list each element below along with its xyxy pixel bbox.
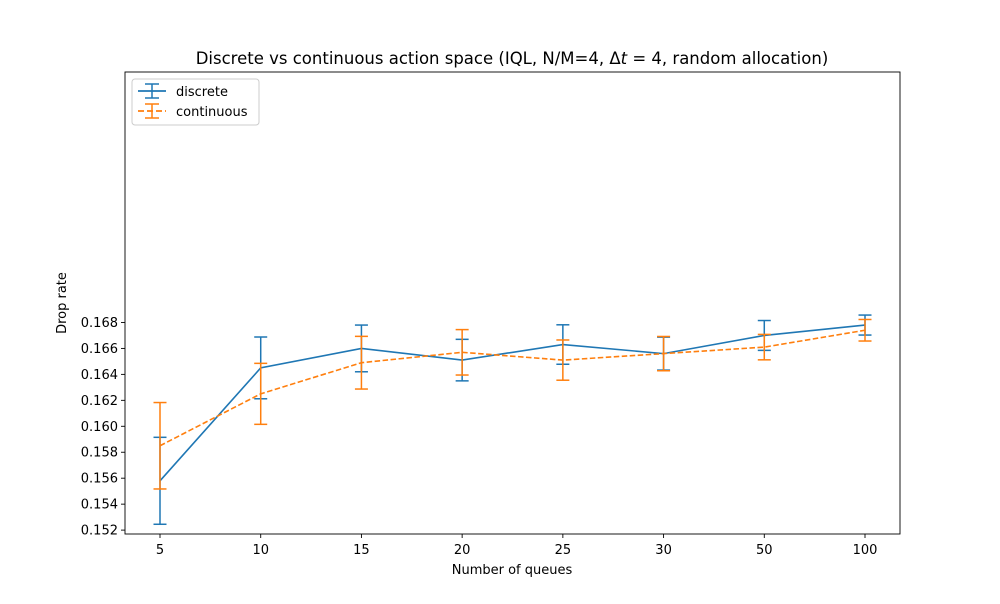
x-tick-label: 10 <box>252 543 269 558</box>
x-axis-label: Number of queues <box>452 563 573 578</box>
y-tick-label: 0.152 <box>81 524 118 539</box>
y-tick-label: 0.168 <box>81 316 118 331</box>
x-tick-label: 30 <box>655 543 672 558</box>
x-tick-label: 5 <box>156 543 164 558</box>
y-tick-label: 0.154 <box>81 498 118 513</box>
legend-item-discrete: discrete <box>138 84 228 100</box>
y-tick-label: 0.164 <box>81 368 118 383</box>
x-tick-label: 20 <box>454 543 471 558</box>
y-axis-label: Drop rate <box>55 272 70 334</box>
y-tick-label: 0.158 <box>81 446 118 461</box>
x-tick-label: 25 <box>555 543 572 558</box>
legend: discrete continuous <box>132 79 259 125</box>
chart-title: Discrete vs continuous action space (IQL… <box>196 49 829 68</box>
x-tick-label: 15 <box>353 543 370 558</box>
x-tick-label: 50 <box>756 543 773 558</box>
y-tick-label: 0.160 <box>81 420 118 435</box>
y-tick-label: 0.156 <box>81 472 118 487</box>
legend-label-continuous: continuous <box>176 105 248 120</box>
legend-label-discrete: discrete <box>176 85 228 100</box>
y-tick-label: 0.166 <box>81 342 118 357</box>
x-tick-label: 100 <box>853 543 878 558</box>
y-tick-label: 0.162 <box>81 394 118 409</box>
